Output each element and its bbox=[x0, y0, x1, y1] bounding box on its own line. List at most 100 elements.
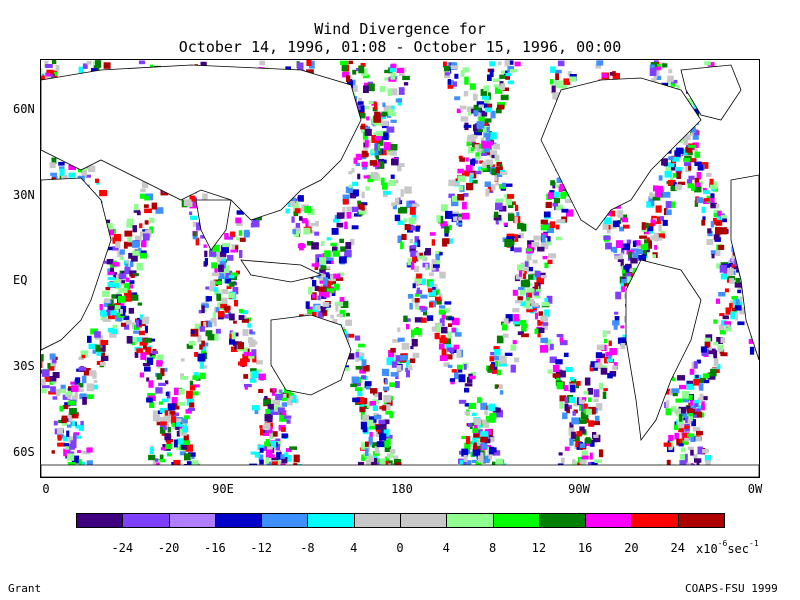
swath-pixel bbox=[335, 304, 339, 312]
swath-pixel bbox=[261, 430, 268, 435]
swath-pixel bbox=[694, 403, 699, 407]
swath-pixel bbox=[678, 424, 684, 433]
swath-pixel bbox=[41, 388, 47, 394]
swath-pixel bbox=[100, 340, 109, 345]
swath-pixel bbox=[383, 419, 390, 424]
swath-pixel bbox=[559, 395, 567, 402]
swath-pixel bbox=[409, 302, 413, 310]
swath-pixel bbox=[493, 450, 501, 456]
swath-pixel bbox=[484, 148, 490, 153]
swath-pixel bbox=[668, 156, 674, 161]
swath-pixel bbox=[476, 438, 483, 443]
swath-pixel bbox=[700, 346, 707, 353]
swath-pixel bbox=[521, 223, 527, 232]
swath-pixel bbox=[540, 219, 548, 225]
swath-pixel bbox=[444, 354, 453, 360]
swath-pixel bbox=[280, 427, 286, 432]
swath-pixel bbox=[695, 374, 699, 379]
swath-pixel bbox=[713, 341, 719, 346]
swath-pixel bbox=[355, 162, 360, 167]
swath-pixel bbox=[450, 65, 459, 70]
swath-pixel bbox=[444, 226, 450, 234]
swath-pixel bbox=[451, 327, 456, 333]
swath-pixel bbox=[713, 319, 718, 324]
swath-pixel bbox=[284, 415, 292, 419]
swath-pixel bbox=[600, 367, 608, 375]
swath-pixel bbox=[608, 355, 612, 360]
swath-pixel bbox=[468, 147, 474, 154]
swath-pixel bbox=[487, 74, 492, 81]
swath-pixel bbox=[414, 265, 420, 272]
swath-pixel bbox=[556, 377, 560, 382]
swath-pixel bbox=[358, 210, 367, 215]
swath-pixel bbox=[672, 156, 680, 162]
swath-pixel bbox=[171, 397, 178, 403]
swath-pixel bbox=[666, 209, 672, 216]
swath-pixel bbox=[41, 360, 43, 368]
swath-pixel bbox=[719, 264, 727, 273]
swath-pixel bbox=[190, 215, 197, 220]
swath-pixel bbox=[651, 78, 657, 83]
swath-pixel bbox=[311, 263, 317, 267]
swath-pixel bbox=[580, 411, 589, 420]
lat-label-60s: 60S bbox=[13, 445, 35, 459]
swath-pixel bbox=[152, 410, 158, 417]
swath-pixel bbox=[210, 280, 216, 288]
swath-pixel bbox=[68, 386, 75, 390]
swath-pixel bbox=[493, 84, 499, 88]
swath-pixel bbox=[370, 172, 379, 179]
swath-pixel bbox=[54, 71, 58, 76]
swath-pixel bbox=[585, 408, 592, 415]
swath-pixel bbox=[653, 74, 658, 79]
swath-pixel bbox=[80, 350, 89, 358]
swath-pixel bbox=[52, 396, 58, 400]
swath-pixel bbox=[225, 265, 230, 273]
swath-pixel bbox=[134, 351, 139, 358]
swath-pixel bbox=[681, 390, 689, 399]
swath-pixel bbox=[145, 347, 152, 355]
swath-pixel bbox=[265, 449, 273, 458]
swath-pixel bbox=[434, 332, 440, 340]
swath-pixel bbox=[484, 410, 488, 415]
swath-pixel bbox=[131, 342, 135, 346]
swath-pixel bbox=[594, 362, 603, 370]
swath-pixel bbox=[412, 283, 416, 289]
swath-pixel bbox=[243, 374, 249, 379]
swath-pixel bbox=[489, 412, 497, 419]
swath-pixel bbox=[361, 359, 367, 366]
swath-pixel bbox=[129, 280, 135, 284]
swath-pixel bbox=[346, 206, 354, 212]
swath-pixel bbox=[380, 430, 384, 435]
swath-pixel bbox=[495, 219, 499, 225]
swath-pixel bbox=[369, 432, 373, 440]
swath-pixel bbox=[364, 381, 372, 386]
lon-label-90w: 90W bbox=[568, 482, 590, 496]
swath-pixel bbox=[692, 127, 696, 134]
swath-pixel bbox=[361, 456, 365, 461]
swath-pixel bbox=[459, 460, 464, 465]
swath-pixel bbox=[120, 322, 126, 327]
swath-pixel bbox=[292, 229, 297, 235]
swath-pixel bbox=[495, 198, 504, 203]
swath-pixel bbox=[590, 461, 598, 467]
swath-pixel bbox=[454, 73, 459, 79]
swath-pixel bbox=[354, 387, 363, 391]
swath-pixel bbox=[673, 182, 677, 186]
swath-pixel bbox=[616, 240, 623, 248]
swath-pixel bbox=[656, 75, 662, 80]
swath-pixel bbox=[189, 200, 198, 209]
swath-pixel bbox=[638, 255, 642, 261]
swath-pixel bbox=[103, 62, 111, 69]
swath-pixel bbox=[489, 446, 494, 455]
land-europe-asia bbox=[41, 64, 362, 221]
swath-pixel bbox=[204, 250, 208, 258]
swath-pixel bbox=[163, 426, 167, 431]
swath-pixel bbox=[679, 413, 688, 418]
swath-pixel bbox=[68, 172, 76, 178]
swath-pixel bbox=[710, 193, 715, 198]
swath-pixel bbox=[475, 155, 481, 160]
swath-pixel bbox=[173, 387, 179, 396]
swath-pixel bbox=[53, 420, 58, 426]
swath-pixel bbox=[589, 452, 593, 460]
swath-pixel bbox=[296, 62, 304, 71]
